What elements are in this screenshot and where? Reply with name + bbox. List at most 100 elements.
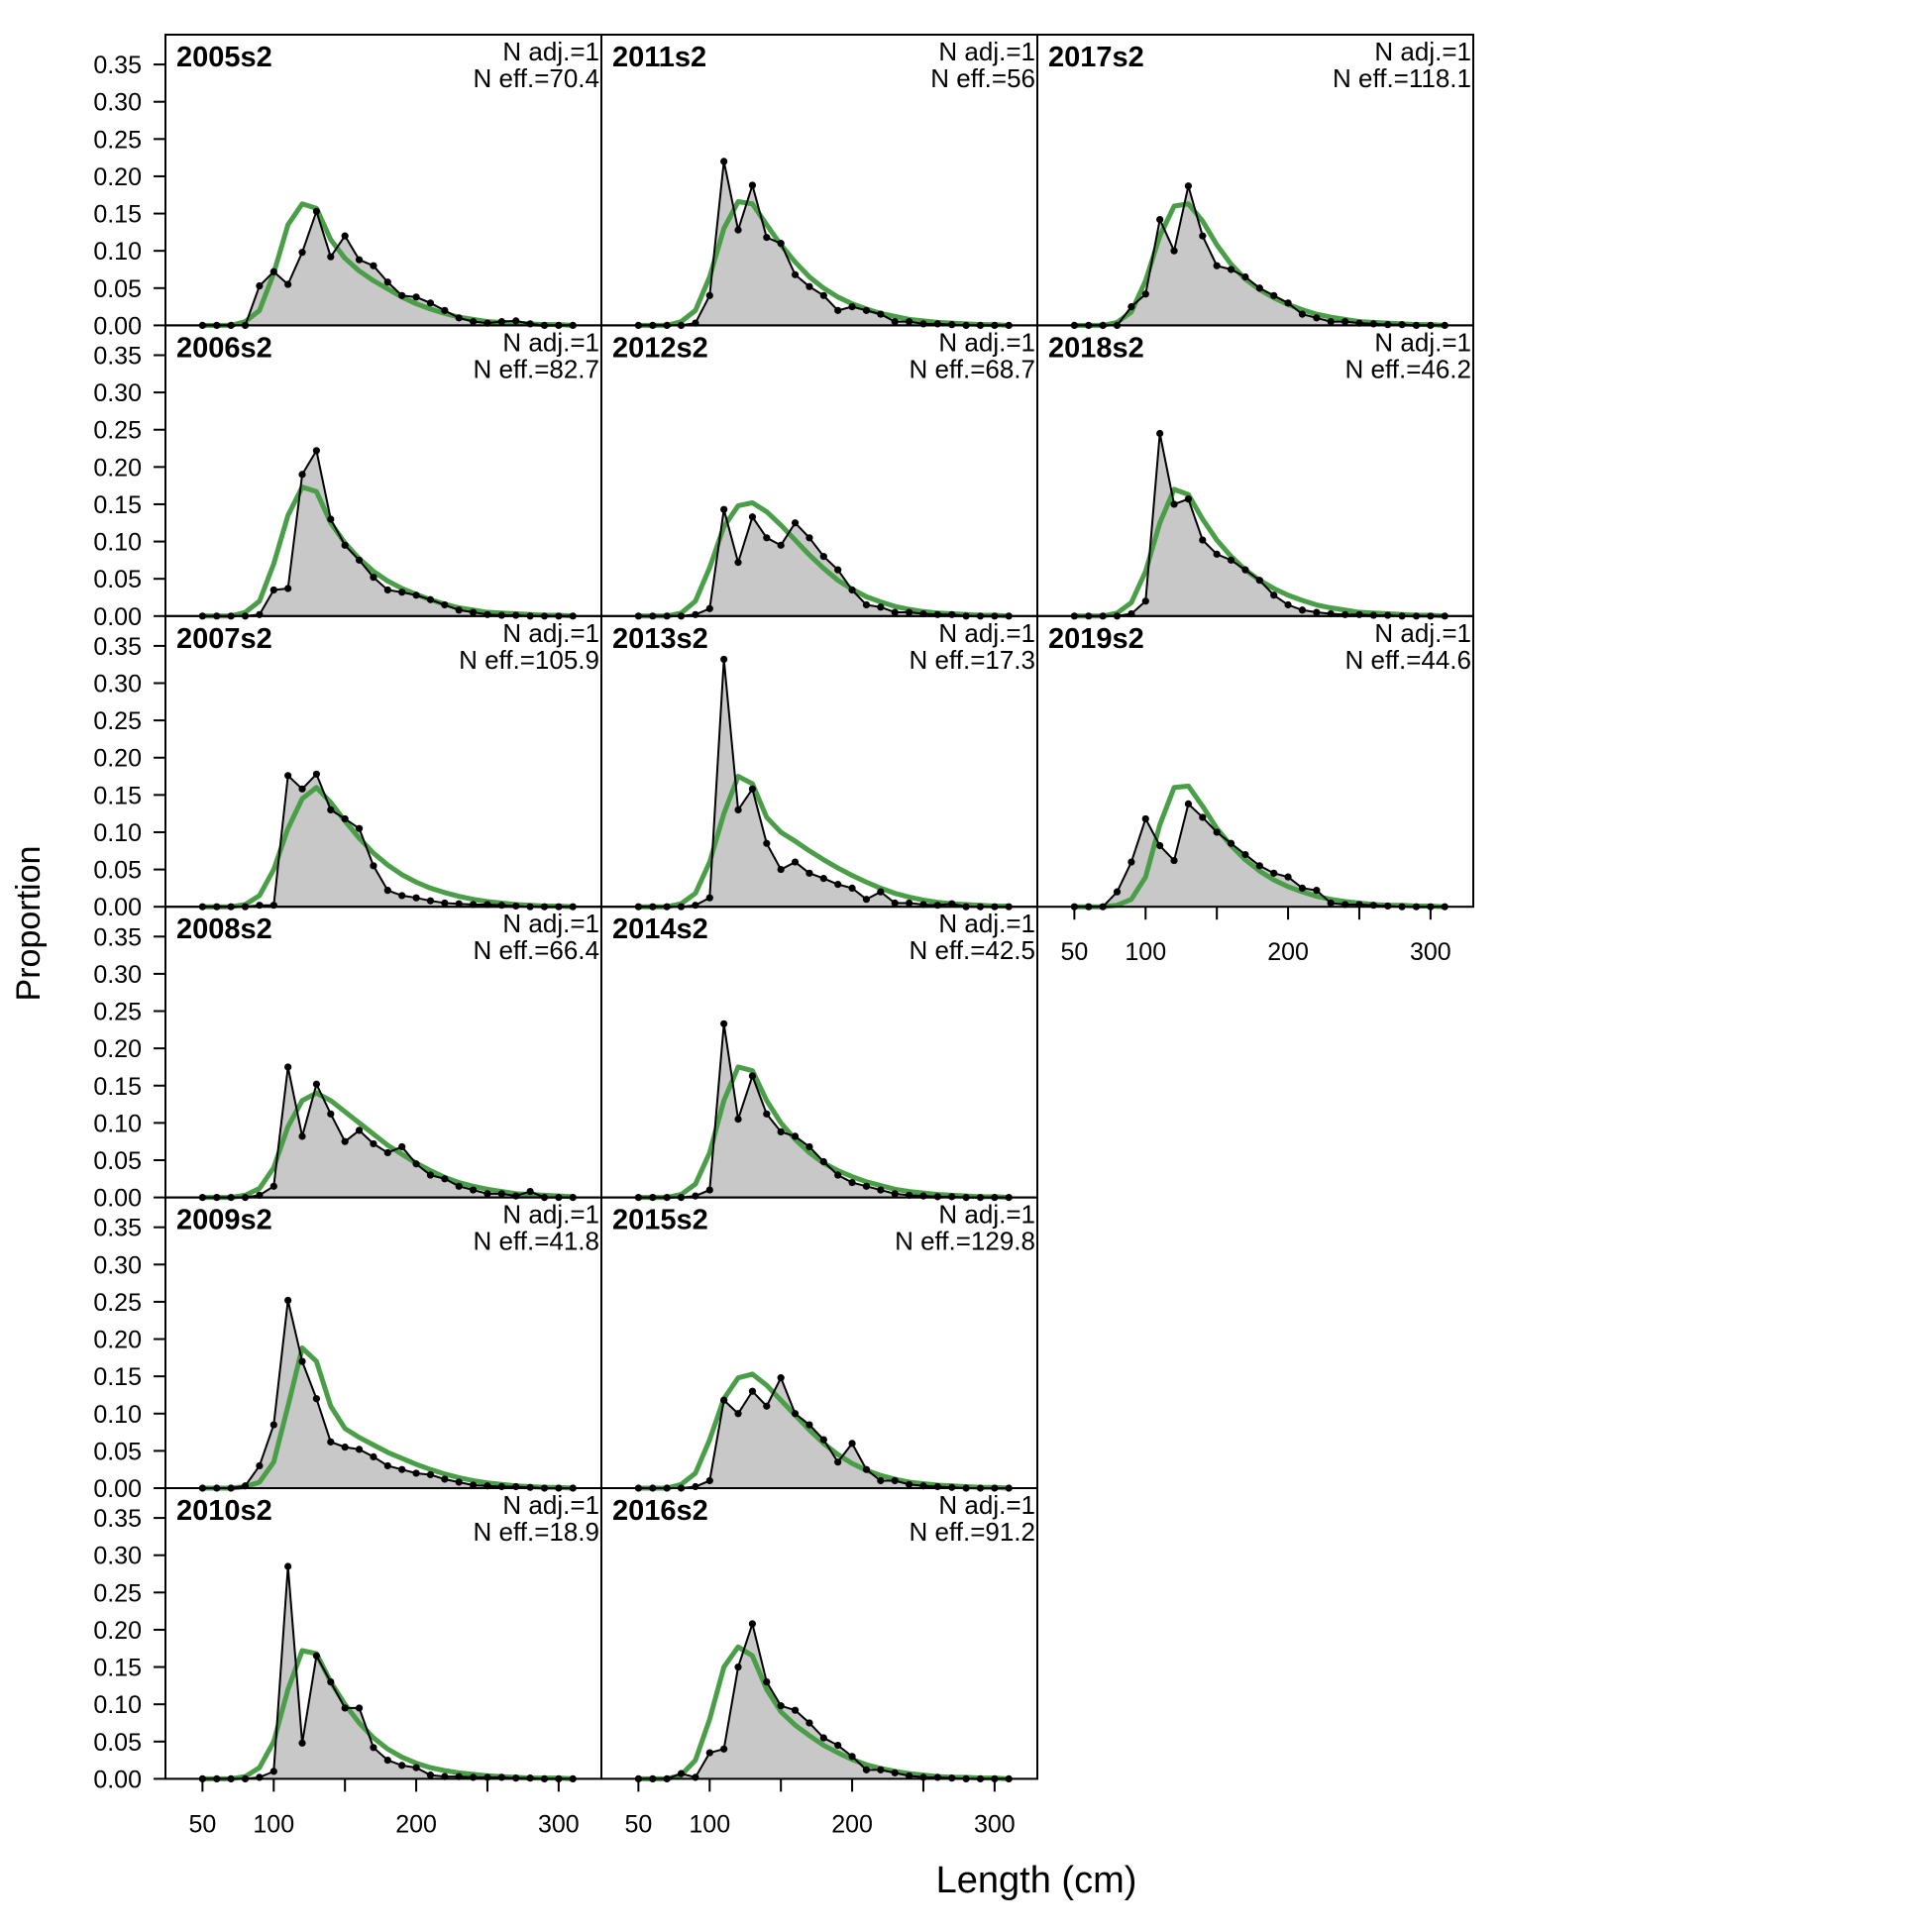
observed-point bbox=[441, 899, 449, 908]
observed-point bbox=[1284, 873, 1292, 881]
observed-point bbox=[284, 1296, 292, 1305]
observed-point bbox=[805, 1142, 813, 1151]
observed-point bbox=[327, 515, 335, 523]
observed-point bbox=[763, 234, 771, 242]
observed-point bbox=[298, 1132, 306, 1140]
n-adj-label: N adj.=1 bbox=[502, 37, 599, 66]
observed-point bbox=[734, 226, 742, 234]
expected-line bbox=[202, 1345, 574, 1491]
observed-area bbox=[202, 1565, 574, 1779]
expected-line bbox=[638, 199, 1010, 328]
observed-point bbox=[720, 1396, 728, 1404]
observed-point bbox=[734, 1116, 742, 1124]
observed-point bbox=[312, 1395, 321, 1403]
observed-point bbox=[848, 1753, 856, 1761]
n-adj-label: N adj.=1 bbox=[502, 1200, 599, 1230]
observed-point bbox=[862, 600, 871, 609]
observed-point bbox=[469, 318, 478, 326]
observed-point bbox=[1241, 272, 1249, 281]
observed-point bbox=[877, 888, 885, 896]
observed-point bbox=[777, 541, 785, 549]
observed-point bbox=[933, 1773, 941, 1781]
observed-point bbox=[1298, 310, 1307, 318]
x-tick-label: 100 bbox=[689, 1810, 730, 1838]
observed-point bbox=[777, 240, 785, 248]
observed-point bbox=[1170, 247, 1178, 255]
observed-point bbox=[1327, 899, 1335, 908]
observed-point bbox=[469, 1773, 478, 1781]
y-tick-label: 0.20 bbox=[93, 1327, 142, 1354]
observed-point bbox=[848, 586, 856, 594]
y-tick-label: 0.20 bbox=[93, 1617, 142, 1645]
observed-point bbox=[819, 1436, 827, 1444]
panel-2019s2: 2019s2 N adj.=1N eff.=44.6 50 100 200 300 bbox=[1036, 614, 1474, 966]
observed-point bbox=[1255, 284, 1263, 292]
y-tick-label: 0.25 bbox=[93, 1579, 142, 1607]
observed-point bbox=[455, 606, 463, 614]
observed-point bbox=[819, 875, 827, 883]
n-adj-label: N adj.=1 bbox=[938, 618, 1035, 648]
x-tick-label: 100 bbox=[253, 1810, 294, 1838]
observed-point bbox=[398, 589, 406, 596]
y-tick-label: 0.10 bbox=[93, 238, 142, 266]
observed-point bbox=[1170, 500, 1178, 508]
observed-point bbox=[327, 1678, 335, 1686]
observed-point bbox=[834, 1171, 842, 1179]
observed-point bbox=[891, 1476, 899, 1485]
y-tick-label: 0.00 bbox=[93, 894, 142, 921]
observed-point bbox=[455, 314, 463, 322]
observed-point bbox=[469, 1481, 478, 1489]
observed-point bbox=[877, 1186, 885, 1194]
panel-2017s2: 2017s2 N adj.=1N eff.=118.1 bbox=[1036, 34, 1474, 329]
observed-point bbox=[763, 1110, 771, 1118]
observed-point bbox=[426, 897, 435, 905]
observed-point bbox=[441, 1175, 449, 1183]
observed-point bbox=[284, 1562, 292, 1570]
y-tick-label: 0.05 bbox=[93, 1729, 142, 1757]
observed-point bbox=[1199, 813, 1207, 821]
y-tick-label: 0.30 bbox=[93, 379, 142, 407]
y-tick-label: 0.30 bbox=[93, 1543, 142, 1570]
observed-point bbox=[1127, 858, 1135, 866]
observed-point bbox=[734, 805, 742, 814]
y-tick-label: 0.10 bbox=[93, 1110, 142, 1137]
observed-point bbox=[370, 1744, 377, 1752]
observed-point bbox=[791, 1410, 800, 1418]
observed-point bbox=[720, 158, 728, 165]
observed-point bbox=[777, 1702, 785, 1710]
observed-area bbox=[638, 659, 1010, 908]
y-axis-title: Proportion bbox=[10, 846, 48, 1002]
panels-layer: 2005s2 N adj.=1N eff.=70.40.000.050.100.1… bbox=[93, 34, 1474, 1838]
panel-label: 2005s2 bbox=[176, 42, 272, 73]
n-eff-label: N eff.=129.8 bbox=[895, 1227, 1035, 1256]
panel-frame bbox=[600, 1487, 1038, 1780]
panel-2006s2: 2006s2 N adj.=1N eff.=82.7 0.00 0.05 0.10 0.1… bbox=[93, 324, 602, 631]
observed-point bbox=[398, 291, 406, 299]
y-tick-label: 0.15 bbox=[93, 782, 142, 809]
observed-point bbox=[455, 1478, 463, 1486]
observed-point bbox=[483, 610, 491, 618]
observed-point bbox=[720, 1745, 728, 1753]
observed-point bbox=[1213, 262, 1221, 269]
observed-point bbox=[919, 1192, 927, 1200]
observed-point bbox=[398, 892, 406, 900]
observed-point bbox=[1141, 290, 1149, 298]
observed-point bbox=[469, 1186, 478, 1194]
observed-point bbox=[692, 1192, 699, 1200]
n-eff-label: N eff.=68.7 bbox=[910, 354, 1035, 383]
observed-point bbox=[705, 894, 713, 902]
observed-point bbox=[269, 1182, 277, 1190]
observed-point bbox=[1313, 608, 1321, 616]
observed-point bbox=[748, 513, 757, 521]
observed-point bbox=[948, 900, 956, 908]
observed-point bbox=[256, 610, 264, 618]
x-tick-label: 300 bbox=[1410, 938, 1451, 966]
observed-point bbox=[426, 1771, 435, 1779]
observed-point bbox=[1270, 291, 1278, 299]
y-tick-label: 0.30 bbox=[93, 89, 142, 117]
y-tick-label: 0.15 bbox=[93, 491, 142, 519]
observed-point bbox=[1156, 215, 1164, 224]
observed-point bbox=[891, 899, 899, 908]
observed-area bbox=[638, 1377, 1010, 1488]
observed-point bbox=[891, 1769, 899, 1776]
